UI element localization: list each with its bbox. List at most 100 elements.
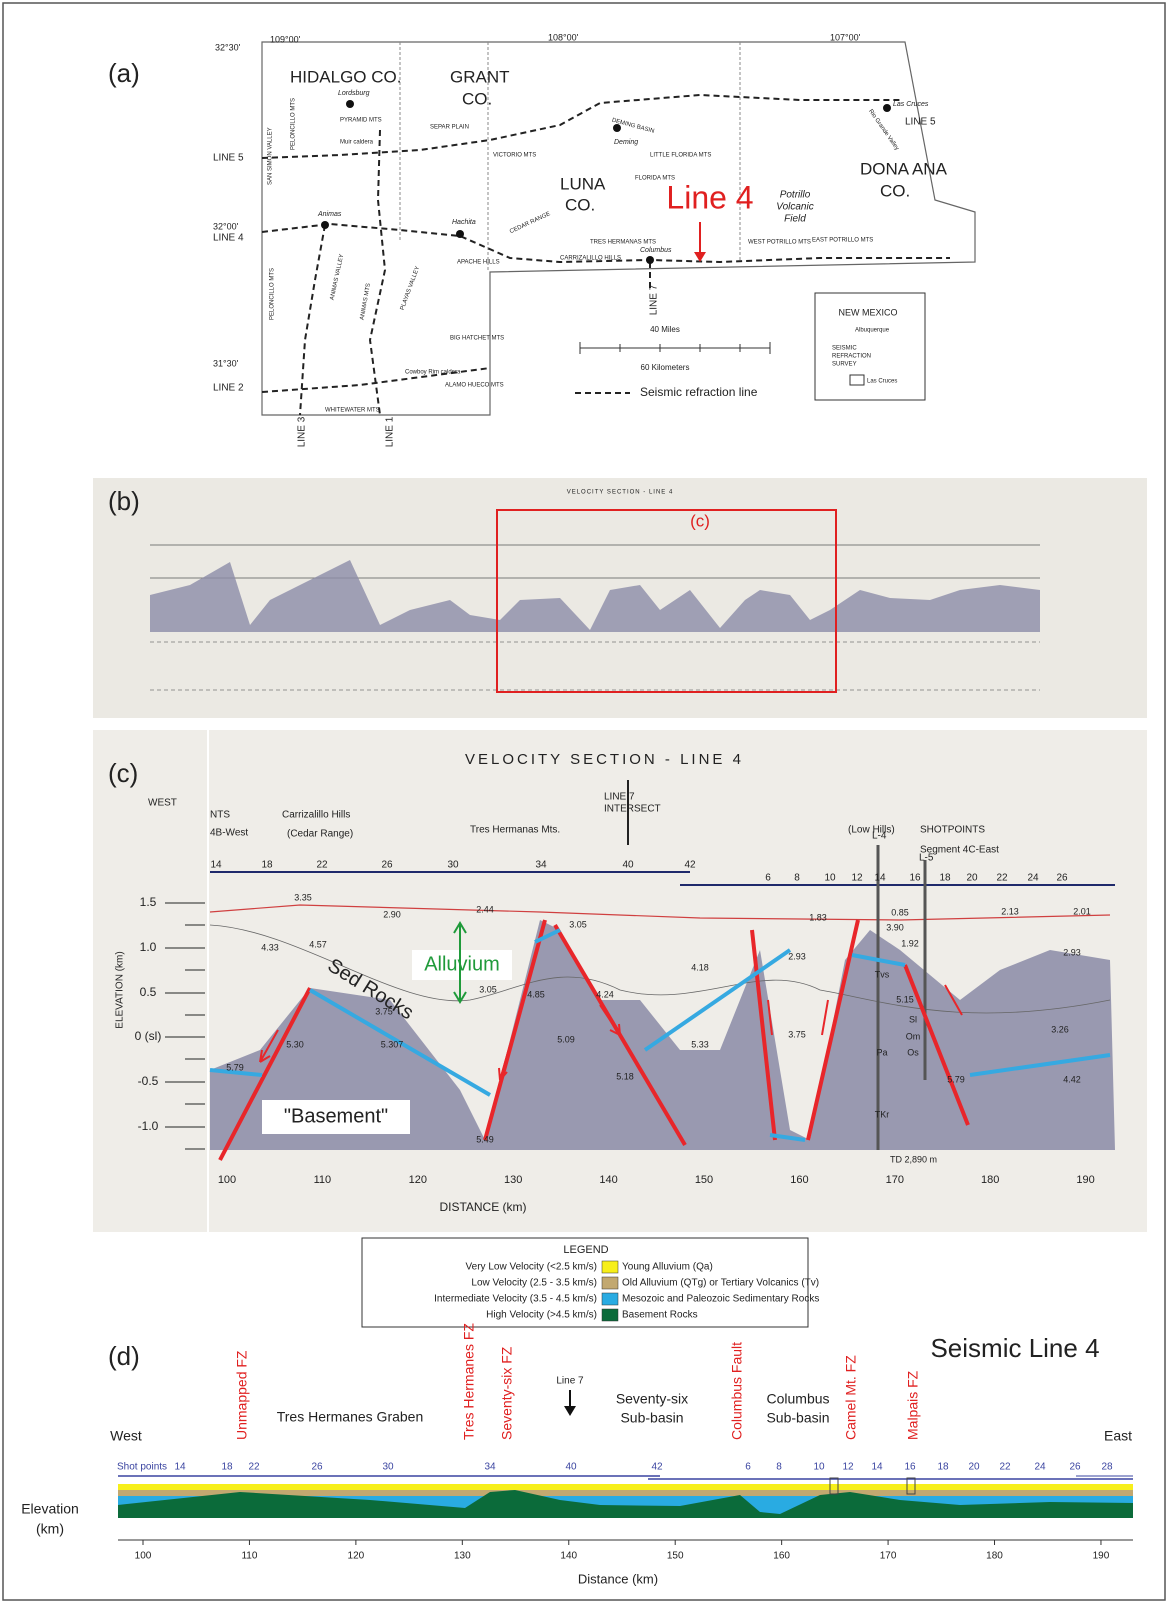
velocity-label: 2.13 [1001,906,1019,916]
velocity-label: 3.35 [294,892,312,902]
place-label: L-4 [872,831,887,842]
x-tick-label: 100 [218,1174,236,1186]
figure: (a)32°30'32°00'31°30'109°00'108°00'107°0… [0,0,1169,1604]
velocity-label: 2.44 [476,904,494,914]
x-tick-label: 140 [599,1174,617,1186]
legend-unit: Old Alluvium (QTg) or Tertiary Volcanics… [622,1278,819,1289]
line-label: LINE 3 [297,416,308,447]
velocity-label: 4.57 [309,939,327,949]
line-label: LINE 5 [905,117,936,128]
legend-unit: Mesozoic and Paleozoic Sedimentary Rocks [622,1294,819,1305]
velocity-label: 4.42 [1063,1074,1081,1084]
town-label: Lordsburg [338,90,370,97]
shotpoint-label: 26 [311,1462,323,1473]
shotpoint-label: 24 [1034,1462,1046,1473]
feature-label: WEST POTRILLO MTS [748,240,811,246]
annotation: "Basement" [284,1105,388,1127]
x-tick-label: 130 [454,1551,471,1562]
volcanic-field-label: Field [784,214,806,225]
x-tick-label: 180 [981,1174,999,1186]
town-label: Columbus [640,247,672,254]
feature-label: PELONCILLO MTS [270,268,276,320]
shotpoint-label: 18 [221,1462,233,1473]
shotpoint-label: 16 [904,1462,916,1473]
velocity-label: 3.75 [375,1006,393,1016]
shotpoint-label: 22 [999,1462,1011,1473]
feature-label: VICTORIO MTS [493,153,536,159]
legend-velocity: Very Low Velocity (<2.5 km/s) [466,1262,597,1273]
direction-label: East [1104,1428,1132,1444]
line-label: LINE 2 [213,383,244,394]
y-axis-title: ELEVATION (km) [115,951,126,1028]
velocity-label: 5.49 [476,1134,494,1144]
shotpoint-label: 26 [1056,873,1068,884]
feature-label: PELONCILLO MTS [291,98,297,150]
line7-label: Line 7 [556,1376,584,1387]
shotpoint-label: 34 [535,860,547,871]
town-dot [646,256,654,264]
velocity-label: 1.83 [809,912,827,922]
legend-swatch [602,1293,618,1305]
velocity-label: 5.09 [557,1034,575,1044]
feature-label: APACHE HILLS [457,260,500,266]
x-tick-label: 120 [409,1174,427,1186]
shotpoint-label: 18 [937,1462,949,1473]
velocity-label: 4.33 [261,942,279,952]
velocity-label: 3.05 [479,984,497,994]
x-tick-label: 190 [1093,1551,1110,1562]
velocity-label: 5.79 [947,1074,965,1084]
velocity-label: 4.85 [527,989,545,999]
feature-label: LITTLE FLORIDA MTS [650,153,711,159]
section-title: VELOCITY SECTION - LINE 4 [465,751,744,768]
place-label: Tres Hermanas Mts. [470,825,560,836]
x-tick-label: 110 [314,1174,332,1186]
shotpoint-label: 20 [968,1462,980,1473]
place-label: L-5 [919,853,934,864]
y-tick-label: 1.0 [140,940,157,954]
fault-label: Seventy-six FZ [499,1346,515,1440]
well-depth: TD 2,890 m [890,1154,937,1164]
county-label: LUNA [560,174,606,193]
longitude-label: 107°00' [830,32,861,42]
shotpoint-label: 8 [794,873,800,884]
feature-label: SAN SIMON VALLEY [268,127,274,185]
velocity-label: 2.93 [1063,947,1081,957]
volcanic-field-label: Volcanic [776,202,813,213]
x-tick-label: 120 [348,1551,365,1562]
feature-label: ALAMO HUECO MTS [445,383,504,389]
velocity-label: 0.85 [891,907,909,917]
panel-label: (c) [108,758,138,788]
inset-label: SEISMIC [832,346,857,352]
velocity-label: 2.90 [383,909,401,919]
x-tick-label: 130 [504,1174,522,1186]
y-tick-label: -1.0 [138,1119,159,1133]
county-label: CO. [880,181,910,200]
town-dot [456,230,464,238]
shotpoint-label: 20 [966,873,978,884]
shotpoint-label: 24 [1027,873,1039,884]
shotpoint-label: 40 [622,860,634,871]
velocity-label: 3.05 [569,919,587,929]
shotpoint-label: 10 [813,1462,825,1473]
unit-label: Os [907,1047,919,1057]
town-label: Las Cruces [893,101,929,108]
town-label: Animas [317,211,342,218]
x-tick-label: 170 [880,1551,897,1562]
panel-label: (a) [108,58,140,88]
shotpoint-label: 12 [851,873,863,884]
shotpoint-label: 10 [824,873,836,884]
direction-label: WEST [148,798,177,809]
town-dot [883,104,891,112]
velocity-label: 1.92 [901,938,919,948]
basin-label: Seventy-six [616,1391,688,1407]
y-tick-label: -0.5 [138,1074,159,1088]
legend-label: Seismic refraction line [640,385,758,399]
fault-label: Unmapped FZ [234,1350,250,1440]
town-dot [321,221,329,229]
place-label: LINE 7 [604,792,635,803]
y-tick-label: 0.5 [140,985,157,999]
unit-label: TKr [875,1109,890,1119]
velocity-label: 3.75 [788,1029,806,1039]
place-label: NTS [210,810,230,821]
legend-velocity: Intermediate Velocity (3.5 - 4.5 km/s) [434,1294,597,1305]
